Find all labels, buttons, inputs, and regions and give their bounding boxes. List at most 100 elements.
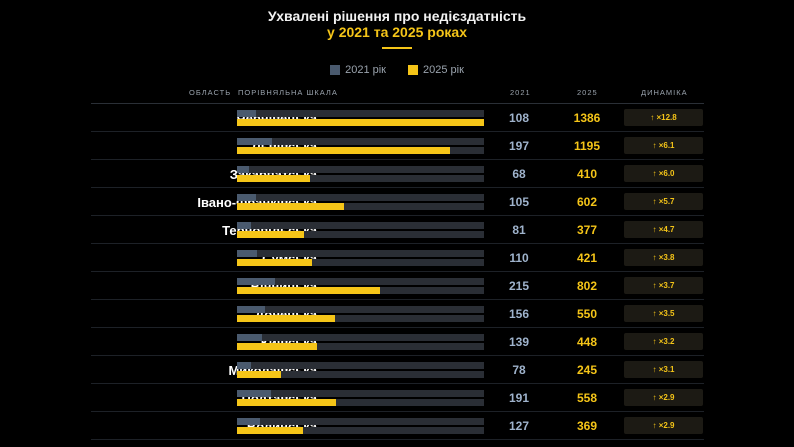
dynamics-badge: ↑ ×3.7 <box>624 277 703 294</box>
dynamics-badge: ↑ ×4.7 <box>624 221 703 238</box>
bar-track-2025 <box>237 427 484 434</box>
bar-track-2025 <box>237 147 484 154</box>
dynamics-badge: ↑ ×3.1 <box>624 361 703 378</box>
bar-2021 <box>237 222 252 229</box>
row-divider <box>91 131 704 132</box>
row-divider <box>91 383 704 384</box>
bar-track-2025 <box>237 203 484 210</box>
bar-track-2025 <box>237 231 484 238</box>
value-label-2021: 68 <box>512 167 526 181</box>
value-label-2025: 448 <box>576 335 598 349</box>
chart-row: Сумська110421↑ ×3.8 <box>91 244 704 272</box>
legend-label-2021: 2021 рік <box>345 64 386 76</box>
value-label-2025: 802 <box>576 279 598 293</box>
value-label-2021: 197 <box>508 139 530 153</box>
dynamics-badge: ↑ ×12.8 <box>624 109 703 126</box>
bar-track-2025 <box>237 287 484 294</box>
bar-2021 <box>237 362 251 369</box>
bar-2025 <box>237 315 336 322</box>
bar-2021 <box>237 278 276 285</box>
chart-row: Донецька156550↑ ×3.5 <box>91 300 704 328</box>
value-label-2025: 377 <box>576 223 598 237</box>
row-divider <box>91 243 704 244</box>
chart-row: Тернопільська81377↑ ×4.7 <box>91 216 704 244</box>
legend: 2021 рік 2025 рік <box>0 64 794 76</box>
value-label-2025: 410 <box>576 167 598 181</box>
chart-row: Львівська1971195↑ ×6.1 <box>91 132 704 160</box>
bar-2021 <box>237 194 256 201</box>
value-label-2021: 78 <box>512 363 526 377</box>
bar-2021 <box>237 110 257 117</box>
bar-2025 <box>237 287 380 294</box>
dynamics-badge: ↑ ×6.1 <box>624 137 703 154</box>
chart-row: Волинська127369↑ ×2.9 <box>91 412 704 440</box>
chart-subtitle: у 2021 та 2025 роках <box>327 24 467 40</box>
bar-2025 <box>237 399 337 406</box>
bar-track-2021 <box>237 390 484 397</box>
bar-track-2021 <box>237 278 484 285</box>
value-label-2021: 81 <box>512 223 526 237</box>
bar-track-2021 <box>237 418 484 425</box>
bar-track-2025 <box>237 119 484 126</box>
bar-track-2025 <box>237 315 484 322</box>
value-label-2021: 110 <box>509 251 529 265</box>
value-label-2021: 191 <box>508 391 530 405</box>
chart-row: Полтавська191558↑ ×2.9 <box>91 384 704 412</box>
title-underline <box>382 47 412 49</box>
value-label-2025: 550 <box>576 307 598 321</box>
value-label-2021: 156 <box>508 307 530 321</box>
row-divider <box>91 411 704 412</box>
dynamics-badge: ↑ ×6.0 <box>624 165 703 182</box>
dynamics-badge: ↑ ×3.8 <box>624 249 703 266</box>
legend-item-2021: 2021 рік <box>330 64 386 76</box>
bar-2021 <box>237 390 272 397</box>
chart-row: Київська139448↑ ×3.2 <box>91 328 704 356</box>
value-label-2025: 369 <box>576 419 598 433</box>
chart-title: Ухвалені рішення про недієздатність <box>267 8 527 24</box>
row-divider <box>91 187 704 188</box>
row-divider <box>91 159 704 160</box>
chart-header: Ухвалені рішення про недієздатність у 20… <box>0 8 794 49</box>
bar-2021 <box>237 418 260 425</box>
bar-2025 <box>237 203 345 210</box>
value-label-2025: 602 <box>576 195 598 209</box>
bar-2021 <box>237 334 262 341</box>
value-label-2025: 421 <box>576 251 598 265</box>
bar-track-2021 <box>237 138 484 145</box>
dynamics-badge: ↑ ×3.2 <box>624 333 703 350</box>
chart-row: Вінницька215802↑ ×3.7 <box>91 272 704 300</box>
bar-track-2021 <box>237 194 484 201</box>
row-divider <box>91 215 704 216</box>
column-header-dynamics: ДИНАМІКА <box>641 88 688 97</box>
bar-2025 <box>237 343 317 350</box>
bar-track-2021 <box>237 166 484 173</box>
row-divider <box>91 299 704 300</box>
bar-track-2021 <box>237 362 484 369</box>
bar-track-2025 <box>237 343 484 350</box>
chart-row: Івано-Франківська105602↑ ×5.7 <box>91 188 704 216</box>
row-divider <box>91 355 704 356</box>
value-label-2025: 1195 <box>573 139 601 153</box>
bar-track-2021 <box>237 250 484 257</box>
legend-label-2025: 2025 рік <box>423 64 464 76</box>
dynamics-badge: ↑ ×3.5 <box>624 305 703 322</box>
column-header-2025: 2025 <box>577 88 598 97</box>
bar-track-2025 <box>237 371 484 378</box>
value-label-2025: 1386 <box>573 111 601 125</box>
bar-2025 <box>237 175 311 182</box>
bar-track-2025 <box>237 175 484 182</box>
dynamics-badge: ↑ ×2.9 <box>624 417 703 434</box>
dynamics-badge: ↑ ×5.7 <box>624 193 703 210</box>
value-label-2021: 127 <box>508 419 530 433</box>
bar-track-2021 <box>237 334 484 341</box>
row-divider <box>91 271 704 272</box>
bar-track-2021 <box>237 306 484 313</box>
value-label-2025: 245 <box>576 363 598 377</box>
value-label-2021: 215 <box>508 279 530 293</box>
column-header-region: ОБЛАСТЬ <box>189 88 232 97</box>
bar-2025 <box>237 259 313 266</box>
bar-2025 <box>237 147 450 154</box>
bar-track-2021 <box>237 110 484 117</box>
dynamics-badge: ↑ ×2.9 <box>624 389 703 406</box>
bar-2021 <box>237 138 273 145</box>
